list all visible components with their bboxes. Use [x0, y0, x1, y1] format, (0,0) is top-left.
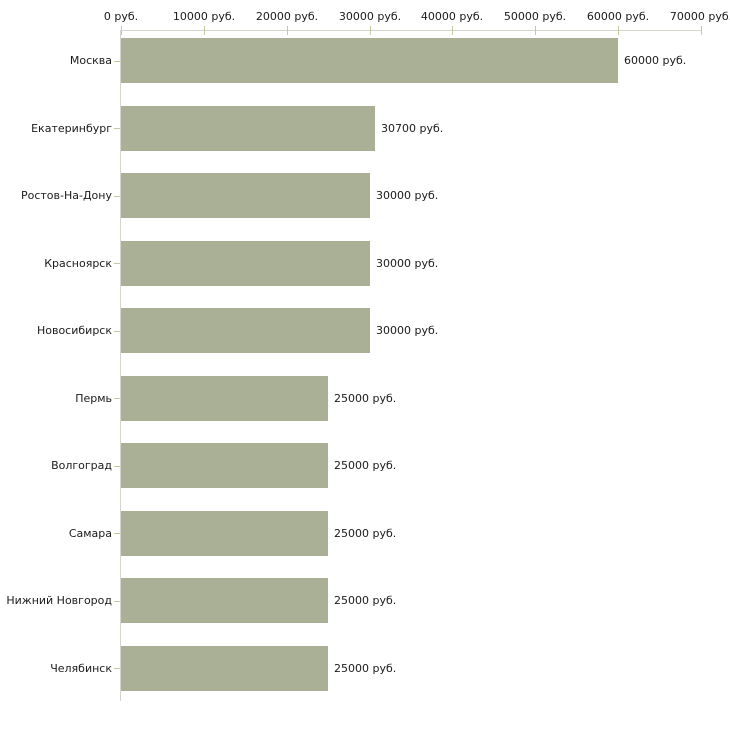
value-label: 25000 руб. [334, 392, 397, 405]
value-label: 25000 руб. [334, 662, 397, 675]
category-label: Ростов-На-Дону [20, 189, 112, 202]
category-label: Екатеринбург [31, 122, 112, 135]
bar [121, 578, 328, 623]
value-label: 60000 руб. [624, 54, 687, 67]
value-label: 30000 руб. [376, 324, 439, 337]
x-axis-line [120, 30, 702, 31]
x-axis-tick-label: 40000 руб. [420, 10, 484, 23]
x-axis-tick [535, 26, 536, 35]
category-label: Красноярск [44, 257, 112, 270]
x-axis-tick [370, 26, 371, 35]
value-label: 25000 руб. [334, 459, 397, 472]
value-label: 30000 руб. [376, 257, 439, 270]
y-axis-tick [114, 128, 120, 129]
bar [121, 173, 370, 218]
value-label: 30000 руб. [376, 189, 439, 202]
bar [121, 376, 328, 421]
category-label: Волгоград [51, 459, 112, 472]
bar [121, 443, 328, 488]
x-axis-tick-label: 30000 руб. [338, 10, 402, 23]
bar [121, 511, 328, 556]
x-axis-tick-label: 70000 руб. [669, 10, 730, 23]
y-axis-tick [114, 331, 120, 332]
value-label: 25000 руб. [334, 594, 397, 607]
x-axis-tick [121, 26, 122, 35]
category-label: Новосибирск [36, 324, 112, 337]
bar [121, 646, 328, 691]
y-axis-tick [114, 196, 120, 197]
x-axis-tick [452, 26, 453, 35]
y-axis-tick [114, 398, 120, 399]
x-axis-tick [618, 26, 619, 35]
category-label: Пермь [75, 392, 112, 405]
x-axis-tick-label: 0 руб. [103, 10, 139, 23]
bar [121, 241, 370, 286]
category-label: Москва [69, 54, 112, 67]
value-label: 30700 руб. [381, 122, 444, 135]
x-axis-tick-label: 60000 руб. [586, 10, 650, 23]
value-label: 25000 руб. [334, 527, 397, 540]
y-axis-tick [114, 668, 120, 669]
y-axis-tick [114, 601, 120, 602]
y-axis-line [120, 30, 121, 701]
y-axis-tick [114, 533, 120, 534]
y-axis-tick [114, 61, 120, 62]
y-axis-tick [114, 466, 120, 467]
x-axis-tick [701, 26, 702, 35]
x-axis-tick-label: 10000 руб. [172, 10, 236, 23]
x-axis-tick [287, 26, 288, 35]
x-axis-tick-label: 20000 руб. [255, 10, 319, 23]
y-axis-tick [114, 263, 120, 264]
category-label: Нижний Новгород [6, 594, 112, 607]
category-label: Челябинск [50, 662, 112, 675]
bar [121, 106, 375, 151]
bar [121, 308, 370, 353]
category-label: Самара [68, 527, 112, 540]
x-axis-tick [204, 26, 205, 35]
x-axis-tick-label: 50000 руб. [503, 10, 567, 23]
bar [121, 38, 618, 83]
